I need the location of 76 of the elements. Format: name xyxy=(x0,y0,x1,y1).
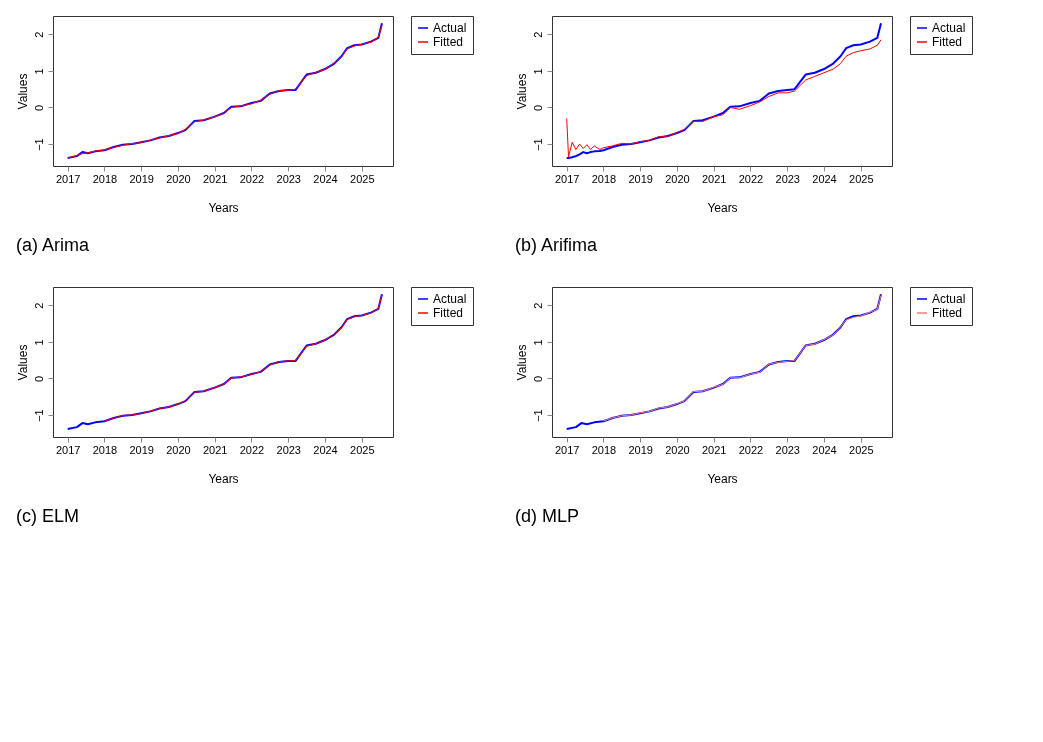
x-axis-title: Years xyxy=(707,471,738,486)
y-axis-title: Values xyxy=(15,344,30,381)
text: (d) MLP xyxy=(515,506,580,526)
y-tick-label: 2 xyxy=(32,302,45,309)
y-tick-label: 0 xyxy=(531,104,544,112)
x-tick-label: 2022 xyxy=(239,172,265,185)
line-series xyxy=(565,293,882,430)
y-tick-label: 1 xyxy=(32,68,45,75)
x-tick-label: 2020 xyxy=(665,172,690,185)
x-tick-label: 2025 xyxy=(849,172,874,185)
legend-label: Fitted xyxy=(932,35,963,49)
line-series xyxy=(66,293,383,430)
x-tick-label: 2023 xyxy=(775,443,800,456)
legend-label: Fitted xyxy=(433,306,464,320)
x-tick-label: 2018 xyxy=(591,172,617,185)
x-axis-title: Years xyxy=(707,200,738,215)
x-tick-label: 2024 xyxy=(313,172,338,185)
y-tick-label: −1 xyxy=(32,409,45,422)
x-axis-title: Years xyxy=(208,471,239,486)
x-tick-label: 2020 xyxy=(166,443,191,456)
x-tick-label: 2019 xyxy=(129,443,154,456)
y-axis-title: Values xyxy=(15,73,30,110)
text: (a) Arima xyxy=(16,235,90,255)
x-tick-label: 2021 xyxy=(701,172,727,185)
x-tick-label: 2024 xyxy=(313,443,338,456)
x-tick-label: 2019 xyxy=(129,172,154,185)
y-axis-title: Values xyxy=(514,73,529,110)
x-axis-title: Years xyxy=(208,200,239,215)
y-tick-label: 0 xyxy=(32,104,45,112)
y-tick-label: 2 xyxy=(531,31,544,38)
text: (b) Arifima xyxy=(515,235,598,255)
x-tick-label: 2025 xyxy=(849,443,874,456)
x-tick-label: 2021 xyxy=(202,172,228,185)
y-tick-label: 0 xyxy=(531,375,544,383)
text: (c) ELM xyxy=(16,506,79,526)
x-tick-label: 2021 xyxy=(202,443,228,456)
x-tick-label: 2019 xyxy=(628,443,653,456)
x-tick-label: 2020 xyxy=(166,172,191,185)
x-tick-label: 2024 xyxy=(812,443,837,456)
y-tick-label: −1 xyxy=(531,409,544,422)
y-tick-label: 1 xyxy=(531,339,544,346)
legend-label: Actual xyxy=(433,21,467,35)
x-tick-label: 2020 xyxy=(665,443,690,456)
y-axis-title: Values xyxy=(514,344,529,381)
x-tick-label: 2017 xyxy=(55,443,81,456)
y-tick-label: 1 xyxy=(32,339,45,346)
x-tick-label: 2019 xyxy=(628,172,653,185)
y-tick-label: 0 xyxy=(32,375,45,383)
x-tick-label: 2017 xyxy=(55,172,81,185)
y-tick-label: 1 xyxy=(531,68,544,75)
x-tick-label: 2022 xyxy=(239,443,265,456)
x-tick-label: 2021 xyxy=(701,443,727,456)
legend-label: Fitted xyxy=(433,35,464,49)
x-tick-label: 2023 xyxy=(276,443,301,456)
x-tick-label: 2018 xyxy=(92,172,118,185)
legend-label: Fitted xyxy=(932,306,963,320)
x-tick-label: 2018 xyxy=(591,443,617,456)
y-tick-label: −1 xyxy=(32,138,45,151)
x-tick-label: 2023 xyxy=(775,172,800,185)
x-tick-label: 2017 xyxy=(554,172,580,185)
x-tick-label: 2022 xyxy=(738,172,764,185)
y-tick-label: 2 xyxy=(531,302,544,309)
y-tick-label: −1 xyxy=(531,138,544,151)
legend-label: Actual xyxy=(433,292,467,306)
x-tick-label: 2024 xyxy=(812,172,837,185)
x-tick-label: 2022 xyxy=(738,443,764,456)
x-tick-label: 2017 xyxy=(554,443,580,456)
line-series xyxy=(103,294,383,422)
legend-label: Actual xyxy=(932,21,966,35)
legend-label: Actual xyxy=(932,292,966,306)
x-tick-label: 2025 xyxy=(350,443,375,456)
x-tick-label: 2018 xyxy=(92,443,118,456)
x-tick-label: 2023 xyxy=(276,172,301,185)
line-series xyxy=(602,294,882,422)
x-tick-label: 2025 xyxy=(350,172,375,185)
y-tick-label: 2 xyxy=(32,31,45,38)
